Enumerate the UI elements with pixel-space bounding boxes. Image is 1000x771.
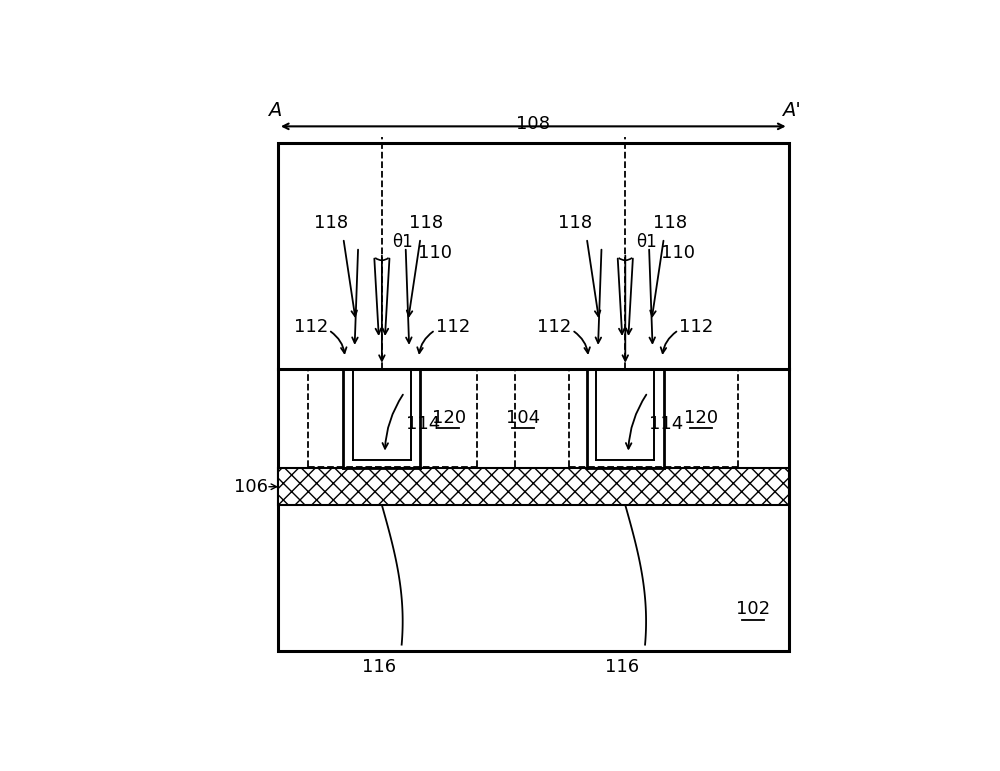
Text: A': A': [782, 101, 801, 120]
Text: 108: 108: [516, 115, 550, 133]
Text: 118: 118: [409, 214, 443, 232]
Text: 112: 112: [679, 318, 714, 336]
Text: θ1: θ1: [393, 233, 413, 251]
Text: θ1: θ1: [636, 233, 657, 251]
Text: 118: 118: [558, 214, 592, 232]
Text: 106: 106: [234, 478, 268, 496]
Text: 114: 114: [649, 416, 683, 433]
Text: 112: 112: [537, 318, 571, 336]
Text: 114: 114: [406, 416, 440, 433]
Text: 120: 120: [432, 409, 466, 426]
Text: A: A: [268, 101, 282, 120]
Text: 110: 110: [418, 244, 452, 262]
Text: 116: 116: [605, 658, 639, 676]
Text: 120: 120: [684, 409, 718, 426]
Bar: [278, 468, 789, 505]
Text: 112: 112: [436, 318, 470, 336]
Text: 110: 110: [661, 244, 695, 262]
Bar: [278, 143, 789, 651]
Text: 102: 102: [736, 600, 770, 618]
Text: 112: 112: [294, 318, 328, 336]
Text: 118: 118: [314, 214, 348, 232]
Text: 104: 104: [506, 409, 540, 426]
Text: 116: 116: [362, 658, 396, 676]
Text: 118: 118: [653, 214, 687, 232]
